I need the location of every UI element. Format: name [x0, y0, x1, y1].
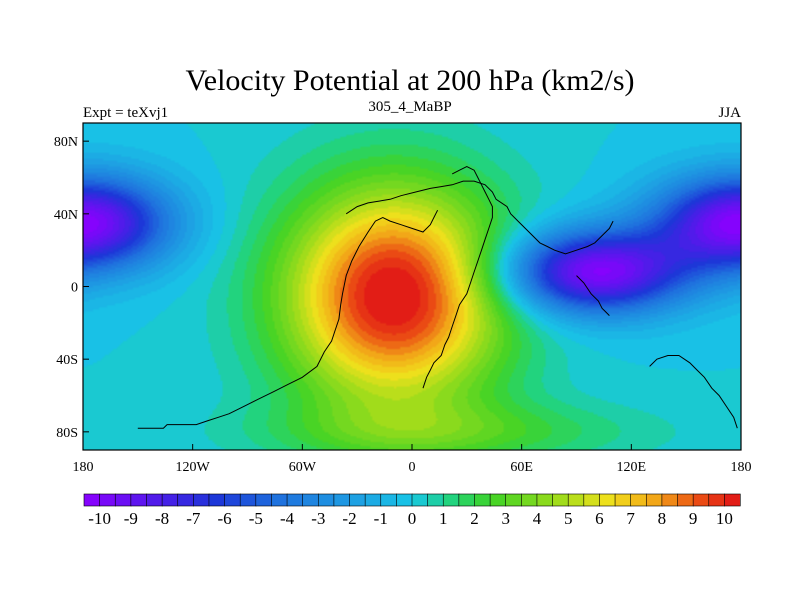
coastline [649, 355, 738, 429]
colorbar-box [536, 493, 554, 507]
x-tick-label: 180 [731, 460, 752, 475]
x-axis: 180 120W 60W 0 60E 120E 180 [73, 444, 752, 475]
colorbar-box [521, 493, 538, 507]
colorbar-box [630, 493, 647, 507]
colorbar-label: 8 [658, 509, 667, 528]
colorbar-label: -7 [186, 509, 201, 528]
colorbar-label: 4 [533, 509, 542, 528]
y-tick-label: 80N [54, 135, 78, 150]
coastline-layer [137, 166, 738, 429]
colorbar-box [677, 493, 694, 507]
colorbar-box [239, 493, 257, 507]
coastline [422, 166, 493, 389]
colorbar-box [161, 493, 179, 507]
colorbar: -10 -9 -8 -7 -6 -5 -4 -3 -2 -1 0 1 2 3 4 5 6 7 8 9 10 [83, 493, 741, 528]
colorbar-box [271, 493, 288, 507]
colorbar-label: 0 [408, 509, 417, 528]
colorbar-label: 2 [470, 509, 479, 528]
x-tick-label: 120W [176, 460, 211, 475]
colorbar-box [599, 493, 616, 507]
colorbar-box [208, 493, 226, 507]
x-tick-label: 60E [510, 460, 533, 475]
colorbar-label: -2 [342, 509, 356, 528]
colorbar-box [614, 493, 632, 507]
y-tick-label: 40S [56, 353, 78, 368]
colorbar-label: -4 [280, 509, 295, 528]
colorbar-box [193, 493, 210, 507]
colorbar-box [567, 493, 585, 507]
colorbar-label: 9 [689, 509, 698, 528]
colorbar-box [692, 493, 710, 507]
y-tick-label: 80S [56, 426, 78, 441]
y-tick-label: 40N [54, 208, 78, 223]
colorbar-box [146, 493, 163, 507]
colorbar-box [505, 493, 522, 507]
colorbar-box [255, 493, 273, 507]
colorbar-box [380, 493, 397, 507]
colorbar-box [396, 493, 413, 507]
colorbar-box [708, 493, 725, 507]
colorbar-box [474, 493, 491, 507]
colorbar-label: -3 [311, 509, 325, 528]
x-tick-label: 0 [409, 460, 416, 475]
colorbar-box [442, 493, 460, 507]
colorbar-label: -6 [217, 509, 231, 528]
colorbar-box [364, 493, 382, 507]
colorbar-box [552, 493, 569, 507]
colorbar-box [114, 493, 132, 507]
colorbar-box [661, 493, 679, 507]
coastline [137, 209, 439, 429]
colorbar-label: 7 [626, 509, 635, 528]
coastline [576, 275, 610, 316]
colorbar-box [317, 493, 335, 507]
colorbar-box [177, 493, 194, 507]
colorbar-label: -5 [249, 509, 263, 528]
x-tick-label: 180 [73, 460, 94, 475]
colorbar-label: -9 [124, 509, 138, 528]
experiment-label: Expt = teXvj1 [83, 105, 168, 121]
colorbar-box [427, 493, 444, 507]
x-tick-label: 60W [289, 460, 317, 475]
colorbar-box [83, 493, 101, 507]
colorbar-label: -8 [155, 509, 169, 528]
colorbar-label: 5 [564, 509, 573, 528]
colorbar-box [489, 493, 507, 507]
colorbar-box [302, 493, 319, 507]
colorbar-label: 3 [501, 509, 510, 528]
contour-fill-image [83, 123, 741, 450]
season-label: JJA [718, 105, 741, 121]
colorbar-box [333, 493, 351, 507]
colorbar-box [583, 493, 601, 507]
coastline [345, 180, 614, 255]
y-axis: 80N 40N 0 40S 80S [54, 135, 89, 441]
colorbar-box [411, 493, 429, 507]
colorbar-box [130, 493, 148, 507]
colorbar-box [645, 493, 663, 507]
run-label: 305_4_MaBP [368, 99, 451, 115]
x-tick-label: 120E [617, 460, 647, 475]
colorbar-box [99, 493, 116, 507]
colorbar-label: 10 [716, 509, 733, 528]
colorbar-label: -1 [374, 509, 388, 528]
colorbar-box [458, 493, 476, 507]
colorbar-label: -10 [88, 509, 111, 528]
y-tick-label: 0 [71, 281, 78, 296]
colorbar-box [349, 493, 366, 507]
colorbar-box [286, 493, 304, 507]
chart-title: Velocity Potential at 200 hPa (km2/s) [185, 64, 634, 97]
field-layer [83, 123, 741, 450]
colorbar-box [224, 493, 241, 507]
colorbar-box [724, 493, 741, 507]
colorbar-label: 6 [595, 509, 604, 528]
colorbar-label: 1 [439, 509, 448, 528]
